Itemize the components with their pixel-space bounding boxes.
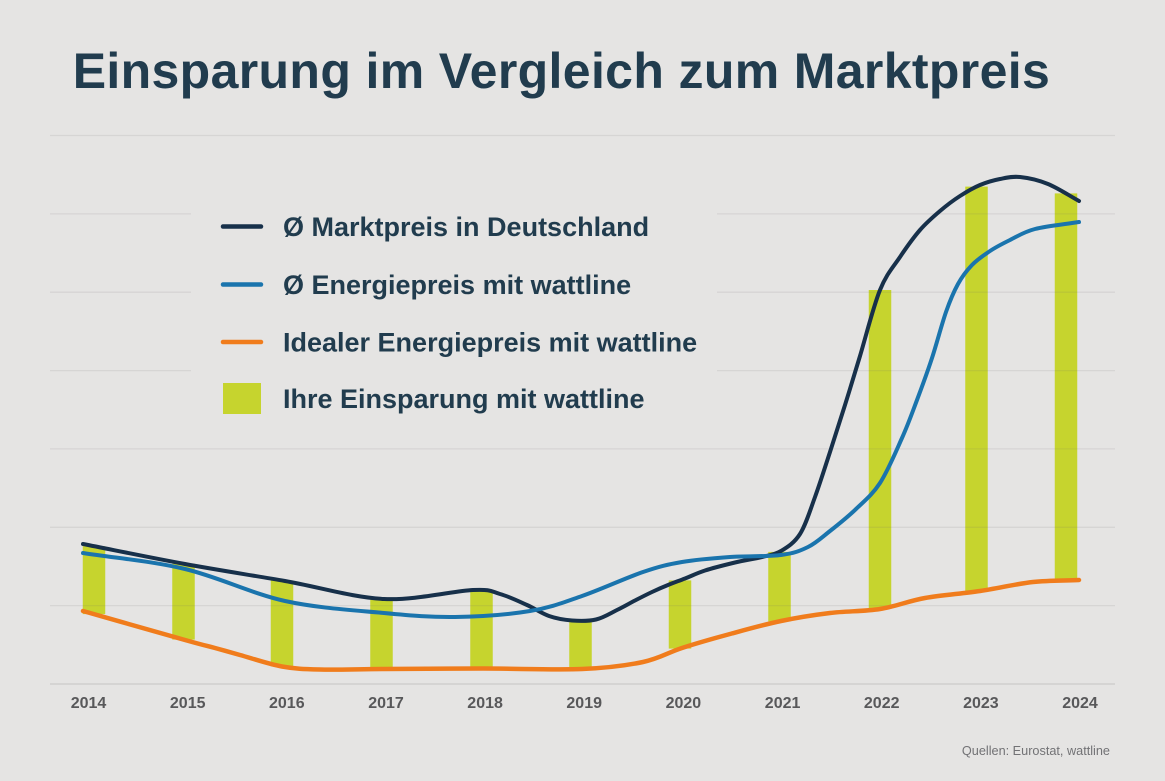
svg-text:2018: 2018 [467, 695, 503, 712]
svg-text:2017: 2017 [368, 695, 404, 712]
svg-text:Ø Energiepreis mit wattline: Ø Energiepreis mit wattline [283, 270, 631, 300]
svg-text:2023: 2023 [963, 695, 999, 712]
svg-text:Quellen: Eurostat, wattline: Quellen: Eurostat, wattline [962, 744, 1110, 758]
svg-text:2019: 2019 [566, 695, 602, 712]
svg-text:Idealer Energiepreis mit wattl: Idealer Energiepreis mit wattline [283, 328, 697, 358]
svg-text:2020: 2020 [666, 695, 702, 712]
svg-text:2015: 2015 [170, 695, 206, 712]
svg-text:2014: 2014 [71, 695, 107, 712]
svg-text:Einsparung im Vergleich zum Ma: Einsparung im Vergleich zum Marktpreis [73, 43, 1050, 99]
svg-text:2021: 2021 [765, 695, 801, 712]
svg-text:2022: 2022 [864, 695, 900, 712]
svg-text:2024: 2024 [1062, 695, 1098, 712]
svg-text:2016: 2016 [269, 695, 305, 712]
svg-text:Ihre Einsparung mit wattline: Ihre Einsparung mit wattline [283, 384, 645, 414]
svg-text:Ø Marktpreis in Deutschland: Ø Marktpreis in Deutschland [283, 212, 649, 242]
